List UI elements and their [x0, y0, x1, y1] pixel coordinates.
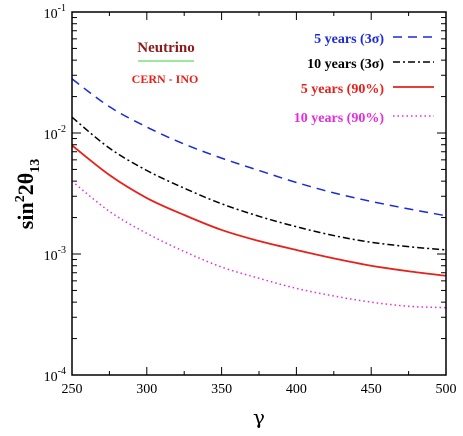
y-axis-label-base: sin: [13, 202, 38, 229]
legend-label-series-2: 10 years (3σ): [307, 57, 384, 72]
y-tick-label: 10-4: [44, 366, 66, 385]
x-tick-label: 500: [436, 382, 457, 397]
annotation-title: Neutrino: [137, 40, 195, 56]
series-line-4: [71, 180, 447, 309]
y-tick-label: 10-1: [44, 3, 66, 22]
plot-frame: [71, 11, 447, 376]
annotation-subtitle: CERN - INO: [132, 72, 199, 86]
series-line-3: [71, 144, 447, 277]
x-tick-label: 400: [286, 382, 307, 397]
x-tick-label: 250: [62, 382, 83, 397]
y-axis-label: sin22θ13: [13, 159, 43, 229]
y-axis-label-sub: 13: [28, 159, 43, 173]
y-axis-label-mid: 2θ: [13, 173, 38, 195]
legend-label-series-4: 10 years (90%): [294, 111, 385, 126]
y-tick-label: 10-3: [44, 245, 66, 264]
x-tick-label: 350: [211, 382, 232, 397]
x-tick-label: 450: [361, 382, 382, 397]
legend-label-series-3: 5 years (90%): [301, 82, 385, 97]
y-axis-label-sup: 2: [13, 195, 28, 202]
series-line-2: [71, 116, 447, 251]
legend-label-series-1: 5 years (3σ): [314, 32, 384, 47]
x-tick-label: 300: [136, 382, 157, 397]
y-tick-label: 10-2: [44, 124, 66, 143]
x-axis-label: γ: [253, 405, 265, 429]
series-line-1: [71, 78, 447, 217]
svg-text:sin22θ13: sin22θ13: [13, 159, 43, 229]
legend: 5 years (3σ) 10 years (3σ) 5 years (90%)…: [294, 32, 434, 126]
